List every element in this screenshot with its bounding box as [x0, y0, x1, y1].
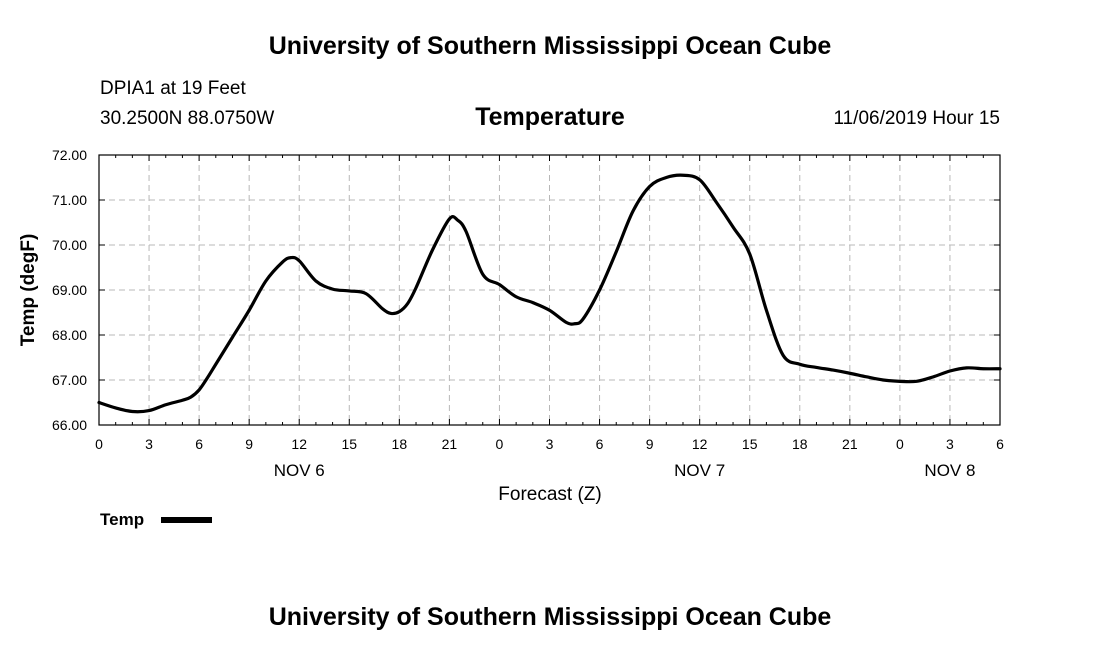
- x-tick-label: 3: [546, 436, 554, 452]
- footer-title: University of Southern Mississippi Ocean…: [269, 603, 832, 631]
- grid: [99, 155, 1000, 425]
- legend-label: Temp: [100, 510, 144, 529]
- y-tick-label: 70.00: [52, 237, 87, 253]
- x-tick-label: 3: [145, 436, 153, 452]
- y-tick-labels: 66.00 67.00 68.00 69.00 70.00 71.00 72.00: [52, 147, 87, 433]
- x-tick-label: 18: [792, 436, 808, 452]
- x-tick-label: 21: [842, 436, 858, 452]
- y-tick-label: 69.00: [52, 282, 87, 298]
- legend-swatch: [161, 517, 212, 523]
- x-tick-label: 15: [341, 436, 357, 452]
- x-tick-label: 15: [742, 436, 758, 452]
- x-axis-label: Forecast (Z): [498, 484, 601, 505]
- x-tick-label: 0: [896, 436, 904, 452]
- forecast-timestamp: 11/06/2019 Hour 15: [833, 108, 1000, 129]
- y-tick-label: 68.00: [52, 327, 87, 343]
- x-tick-label: 12: [291, 436, 307, 452]
- x-tick-label: 12: [692, 436, 708, 452]
- x-tick-label: 6: [596, 436, 604, 452]
- x-tick-label: 0: [95, 436, 103, 452]
- x-tick-label: 9: [245, 436, 253, 452]
- series-line-temp: [97, 173, 1002, 414]
- axis-ticks: [98, 154, 1001, 426]
- date-label: NOV 6: [274, 461, 325, 480]
- y-tick-label: 67.00: [52, 372, 87, 388]
- station-label: DPIA1 at 19 Feet: [100, 78, 246, 99]
- x-tick-label: 9: [646, 436, 654, 452]
- y-tick-label: 71.00: [52, 192, 87, 208]
- x-tick-label: 6: [996, 436, 1004, 452]
- date-label: NOV 7: [674, 461, 725, 480]
- x-tick-label: 0: [496, 436, 504, 452]
- date-label: NOV 8: [924, 461, 975, 480]
- y-tick-label: 66.00: [52, 417, 87, 433]
- legend: Temp: [100, 510, 212, 529]
- variable-title: Temperature: [475, 103, 625, 131]
- x-tick-label: 6: [195, 436, 203, 452]
- station-coordinates: 30.2500N 88.0750W: [100, 108, 274, 129]
- x-tick-label: 18: [392, 436, 408, 452]
- y-tick-label: 72.00: [52, 147, 87, 163]
- x-tick-label: 21: [442, 436, 458, 452]
- x-tick-label: 3: [946, 436, 954, 452]
- chart-title: University of Southern Mississippi Ocean…: [269, 32, 832, 60]
- x-tick-labels: 0 3 6 9 12 15 18 21 0 3 6 9 12 15 18 21 0 3 6: [95, 436, 1004, 452]
- y-axis-label: Temp (degF): [18, 234, 39, 347]
- date-labels: NOV 6 NOV 7 NOV 8: [274, 461, 976, 480]
